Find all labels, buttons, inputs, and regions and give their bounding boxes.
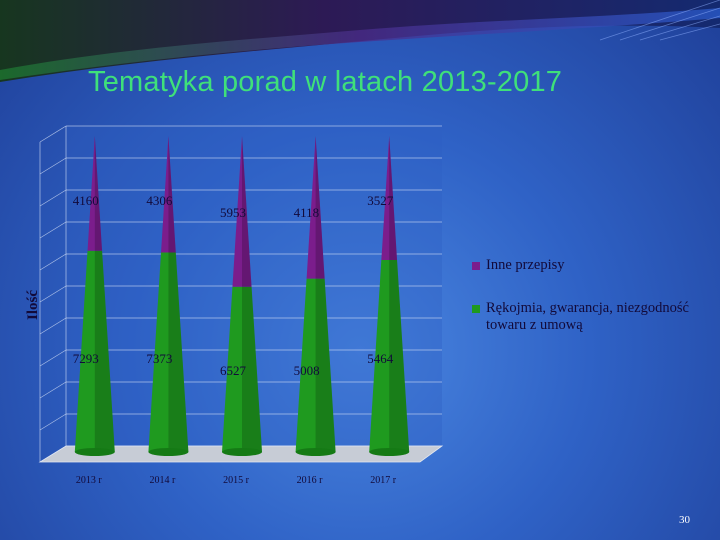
legend-label-inne-przepisy: Inne przepisy — [486, 257, 565, 273]
cone-segment-rekojmia — [74, 250, 115, 452]
data-label-rekojmia: 5464 — [367, 351, 394, 366]
chart-labels: 4160 7293 2013 r 4306 7373 2014 r 5953 6527 2015… — [73, 193, 397, 486]
data-label-inne: 4306 — [146, 193, 173, 208]
cone-shade — [94, 136, 103, 251]
data-label-inne: 4118 — [294, 205, 320, 220]
x-tick-label: 2015 r — [223, 475, 250, 486]
cone-shade — [94, 250, 115, 452]
side-gridline — [39, 413, 67, 431]
data-label-rekojmia: 7293 — [73, 351, 99, 366]
cone-segment-inne — [306, 136, 325, 279]
cone-segment-rekojmia — [222, 286, 262, 452]
cone-shade — [168, 136, 176, 253]
cone-segment-rekojmia — [148, 252, 189, 452]
cone-shade — [242, 286, 262, 452]
cone-segment-inne — [232, 136, 252, 287]
cone-base — [74, 448, 115, 456]
cone-shade — [242, 136, 252, 287]
cone-shade — [389, 259, 410, 452]
cone-shade — [315, 278, 336, 452]
slide-title: Tematyka porad w latach 2013-2017 — [88, 66, 563, 98]
cone-base — [222, 448, 262, 456]
cone-base — [369, 448, 410, 456]
cone-segment-inne — [161, 136, 176, 253]
cone-base — [148, 448, 189, 456]
slide-number: 30 — [679, 514, 690, 526]
x-tick-label: 2013 r — [76, 475, 103, 486]
side-gridline — [39, 221, 67, 239]
cone-segment-inne — [87, 136, 103, 251]
x-tick-label: 2016 r — [297, 475, 324, 486]
side-gridline — [39, 125, 67, 143]
side-gridline — [39, 381, 67, 399]
x-tick-label: 2017 r — [370, 475, 397, 486]
cone-shade — [315, 136, 325, 279]
x-tick-label: 2014 r — [149, 475, 176, 486]
data-label-rekojmia: 5008 — [294, 363, 320, 378]
decorative-header-swoosh — [0, 0, 720, 82]
legend-swatch-purple — [472, 262, 480, 270]
cone-shade — [389, 136, 398, 260]
legend-label-rekojmia: Rękojmia, gwarancja, niezgodność towaru … — [486, 300, 689, 333]
legend-item-rekojmia: Rękojmia, gwarancja, niezgodność towaru … — [472, 300, 704, 334]
side-gridline — [39, 285, 67, 303]
legend-swatch-green — [472, 305, 480, 313]
cone-segment-rekojmia — [295, 278, 336, 452]
legend-item-inne-przepisy: Inne przepisy — [472, 257, 565, 274]
cone-base — [295, 448, 336, 456]
side-gridline — [39, 157, 67, 175]
cone-segment-inne — [381, 136, 398, 260]
side-gridline — [39, 349, 67, 367]
chart-cones — [74, 136, 410, 456]
cone-segment-rekojmia — [369, 259, 410, 452]
data-label-rekojmia: 7373 — [146, 351, 172, 366]
data-label-inne: 5953 — [220, 205, 246, 220]
side-gridline — [39, 317, 67, 335]
side-gridline — [39, 189, 67, 207]
data-label-rekojmia: 6527 — [220, 363, 247, 378]
cone-shade — [168, 252, 189, 452]
y-axis-label: Ilość — [25, 290, 41, 320]
data-label-inne: 4160 — [73, 193, 99, 208]
side-gridline — [39, 445, 67, 463]
side-gridline — [39, 253, 67, 271]
data-label-inne: 3527 — [367, 193, 394, 208]
